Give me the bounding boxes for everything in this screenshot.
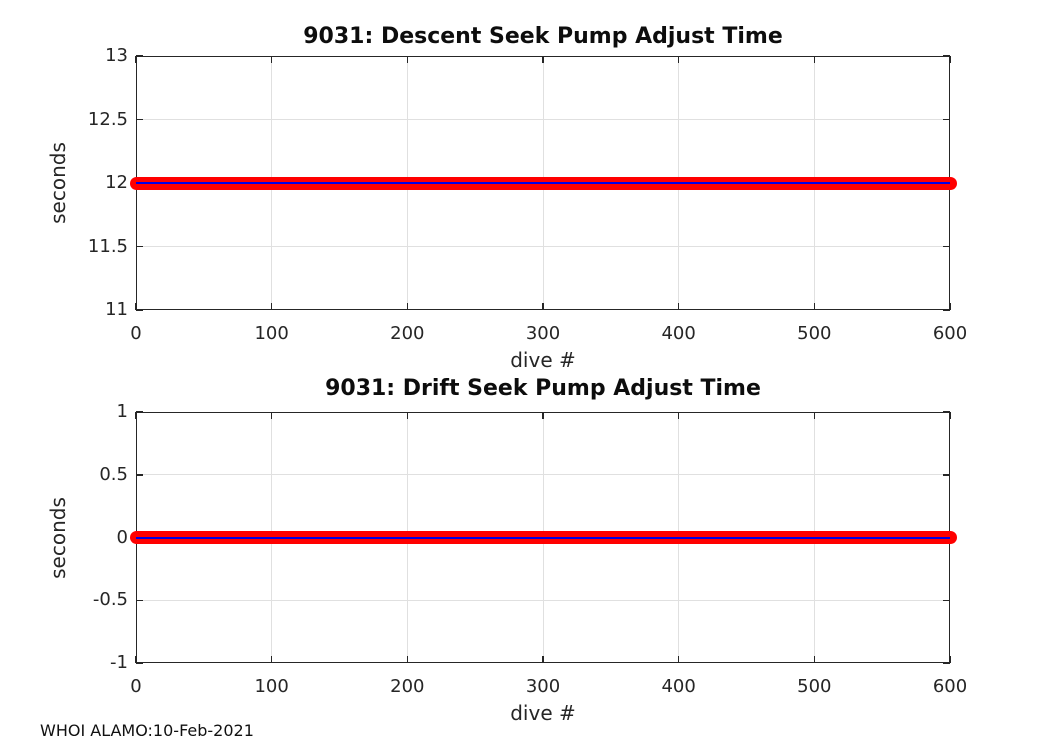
grid-line-horizontal: [136, 599, 950, 601]
y-tick-label: -0.5: [92, 589, 128, 611]
figure-annotation: WHOI ALAMO:10-Feb-2021: [40, 721, 254, 740]
series-core-line-drift-seek-pump-adjust-time: [136, 536, 950, 539]
y-tick-mark: [943, 55, 950, 57]
x-tick-mark: [949, 412, 951, 419]
subplot-descent-title: 9031: Descent Seek Pump Adjust Time: [303, 24, 783, 49]
y-tick-mark: [136, 474, 143, 476]
x-tick-label: 400: [661, 323, 696, 344]
x-tick-mark: [542, 412, 544, 419]
x-tick-mark: [406, 412, 409, 419]
x-tick-mark: [135, 656, 137, 663]
x-tick-mark: [270, 656, 273, 663]
x-tick-mark: [813, 56, 816, 63]
x-tick-label: 0: [130, 323, 142, 344]
y-tick-label: 13: [105, 45, 128, 66]
y-tick-mark: [943, 662, 950, 664]
y-tick-mark: [943, 411, 950, 413]
x-tick-mark: [813, 303, 816, 310]
x-tick-mark: [270, 56, 273, 63]
x-tick-mark: [542, 656, 544, 663]
x-tick-mark: [677, 56, 680, 63]
y-tick-mark: [943, 309, 950, 311]
x-tick-mark: [406, 656, 409, 663]
x-tick-mark: [135, 412, 137, 419]
subplot-drift-title: 9031: Drift Seek Pump Adjust Time: [325, 376, 761, 401]
x-tick-mark: [949, 303, 951, 310]
x-tick-mark: [406, 56, 409, 63]
y-tick-label: 12: [105, 172, 128, 193]
x-tick-mark: [542, 56, 544, 63]
y-tick-label: 1: [116, 401, 128, 422]
x-tick-mark: [949, 56, 951, 63]
grid-line-horizontal: [136, 119, 950, 120]
x-tick-mark: [813, 656, 816, 663]
x-tick-mark: [677, 656, 680, 663]
x-tick-mark: [135, 303, 137, 310]
x-tick-label: 600: [932, 323, 968, 344]
y-tick-label: 11: [105, 299, 128, 320]
y-tick-mark: [136, 309, 143, 311]
x-tick-label: 400: [661, 676, 696, 697]
y-tick-mark: [943, 599, 950, 601]
x-tick-label: 0: [130, 676, 142, 697]
subplot-drift-plot-area: 0 100 200 300 400 500 600 -1 -0.5 0 0.5 1: [93, 401, 967, 697]
y-tick-mark: [943, 245, 950, 248]
y-tick-mark: [136, 599, 143, 601]
y-tick-label: 11.5: [87, 235, 128, 257]
y-tick-mark: [943, 474, 950, 476]
x-tick-mark: [813, 412, 816, 419]
x-tick-label: 200: [390, 676, 425, 697]
x-tick-label: 200: [390, 323, 425, 344]
grid-line-horizontal: [136, 474, 950, 476]
x-tick-label: 300: [525, 323, 561, 344]
y-tick-mark: [136, 55, 143, 57]
subplot-descent-plot-area: 0 100 200 300 400 500 600 11 11.5 12 12.5 13: [88, 45, 967, 344]
x-tick-label: 600: [932, 676, 968, 697]
y-tick-label: 0.5: [99, 463, 128, 485]
y-tick-mark: [136, 118, 143, 121]
y-tick-label: 12.5: [87, 108, 128, 130]
x-tick-mark: [270, 303, 273, 310]
x-tick-label: 100: [254, 323, 289, 344]
x-tick-mark: [677, 303, 680, 310]
y-tick-mark: [136, 245, 143, 248]
subplot-descent-xlabel: dive #: [510, 348, 576, 372]
series-core-line-descent-seek-pump-adjust-time: [136, 182, 950, 184]
x-tick-mark: [270, 412, 273, 419]
subplot-drift-xlabel: dive #: [510, 701, 576, 725]
x-tick-mark: [542, 303, 544, 310]
x-tick-mark: [406, 303, 409, 310]
x-tick-mark: [949, 656, 951, 663]
y-tick-label: 0: [116, 526, 128, 548]
x-tick-mark: [135, 56, 137, 63]
y-tick-label: -1: [110, 652, 128, 673]
y-tick-mark: [943, 118, 950, 121]
x-tick-label: 500: [797, 323, 832, 344]
x-tick-label: 500: [797, 676, 832, 697]
x-tick-mark: [677, 412, 680, 419]
grid-line-horizontal: [136, 246, 950, 247]
x-tick-label: 300: [525, 676, 561, 697]
y-tick-mark: [136, 411, 143, 413]
x-tick-label: 100: [254, 676, 289, 697]
y-tick-mark: [136, 662, 143, 664]
